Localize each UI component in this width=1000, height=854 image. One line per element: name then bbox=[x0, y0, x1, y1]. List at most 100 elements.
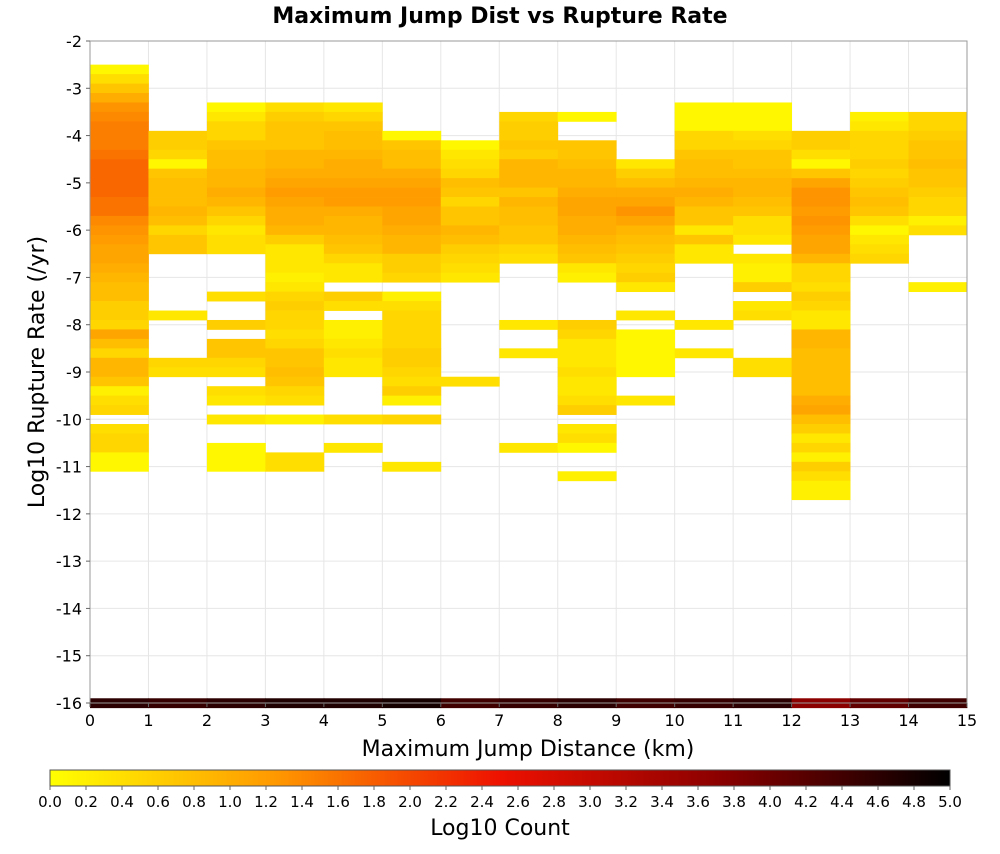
heatmap-cell bbox=[265, 319, 325, 330]
heatmap-cell bbox=[850, 187, 909, 198]
heatmap-cell bbox=[440, 272, 500, 283]
heatmap-cell bbox=[616, 234, 676, 245]
heatmap-cell bbox=[323, 215, 383, 226]
heatmap-cell bbox=[206, 357, 266, 368]
heatmap-cell bbox=[733, 234, 792, 245]
heatmap-cell bbox=[499, 225, 559, 236]
heatmap-cell bbox=[90, 187, 149, 198]
x-tick-label: 14 bbox=[898, 711, 918, 730]
heatmap-cell bbox=[206, 159, 266, 170]
heatmap-cell bbox=[382, 348, 442, 359]
heatmap-cell bbox=[674, 140, 734, 151]
heatmap-cell bbox=[265, 168, 325, 179]
heatmap-cell bbox=[616, 159, 676, 170]
heatmap-cell bbox=[90, 357, 149, 368]
heatmap-cell bbox=[90, 83, 149, 94]
heatmap-cell bbox=[440, 159, 500, 170]
heatmap-cell bbox=[616, 357, 676, 368]
heatmap-cell bbox=[323, 329, 383, 340]
heatmap-cell bbox=[148, 149, 208, 160]
heatmap-cell bbox=[90, 206, 149, 217]
heatmap-cell bbox=[206, 130, 266, 141]
heatmap-cell bbox=[557, 433, 617, 444]
colorbar-tick-label: 4.8 bbox=[902, 793, 926, 811]
heatmap-cell bbox=[674, 178, 734, 188]
heatmap-cell bbox=[908, 282, 968, 293]
heatmap-cell bbox=[90, 102, 149, 113]
colorbar-tick-label: 4.2 bbox=[794, 793, 818, 811]
heatmap-cell bbox=[206, 452, 266, 463]
y-tick-label: -12 bbox=[56, 505, 82, 524]
heatmap-cell bbox=[733, 357, 792, 368]
heatmap-cell bbox=[440, 225, 500, 236]
heatmap-cell bbox=[265, 121, 325, 132]
heatmap-cell bbox=[557, 253, 617, 264]
heatmap-cell bbox=[90, 461, 149, 472]
heatmap-cell bbox=[557, 140, 617, 151]
heatmap-cell bbox=[323, 121, 383, 132]
heatmap-cell bbox=[382, 461, 442, 472]
colorbar-tick-label: 2.4 bbox=[470, 793, 494, 811]
heatmap-cell bbox=[791, 367, 851, 378]
heatmap-cell bbox=[499, 206, 559, 217]
heatmap-cell bbox=[323, 140, 383, 151]
heatmap-cell bbox=[499, 215, 559, 226]
heatmap-cell bbox=[791, 480, 851, 491]
heatmap-cell bbox=[733, 187, 792, 198]
heatmap-cell bbox=[616, 253, 676, 264]
heatmap-cell bbox=[499, 187, 559, 198]
heatmap-cell bbox=[791, 159, 851, 170]
heatmap-cell bbox=[440, 244, 500, 255]
heatmap-cell bbox=[674, 149, 734, 160]
heatmap-cell bbox=[206, 395, 266, 406]
heatmap-cell bbox=[908, 159, 968, 170]
heatmap-cell bbox=[557, 168, 617, 179]
heatmap-cell bbox=[557, 338, 617, 349]
heatmap-cell bbox=[674, 187, 734, 198]
heatmap-cell bbox=[733, 215, 792, 226]
heatmap-cell bbox=[206, 102, 266, 113]
heatmap-cell bbox=[382, 263, 442, 274]
heatmap-cell bbox=[382, 244, 442, 255]
heatmap-cell bbox=[265, 140, 325, 151]
heatmap-cell bbox=[206, 111, 266, 122]
heatmap-cell bbox=[908, 197, 968, 207]
heatmap-cell bbox=[90, 424, 149, 434]
heatmap-cell bbox=[440, 253, 500, 264]
heatmap-cell bbox=[206, 140, 266, 151]
heatmap-cell bbox=[206, 414, 266, 425]
colorbar-tick-label: 0.4 bbox=[110, 793, 134, 811]
heatmap-cell bbox=[382, 319, 442, 330]
x-tick-label: 1 bbox=[143, 711, 153, 730]
heatmap-cell bbox=[440, 263, 500, 274]
heatmap-cell bbox=[440, 234, 500, 245]
heatmap-cell bbox=[90, 263, 149, 274]
heatmap-cell bbox=[616, 215, 676, 226]
heatmap-cell bbox=[674, 130, 734, 141]
heatmap-cell bbox=[265, 338, 325, 349]
heatmap-cell bbox=[265, 206, 325, 217]
heatmap-cell bbox=[323, 159, 383, 170]
heatmap-cell bbox=[499, 178, 559, 188]
heatmap-cell bbox=[148, 187, 208, 198]
heatmap-cell bbox=[90, 348, 149, 359]
heatmap-cell bbox=[499, 197, 559, 207]
heatmap-cell bbox=[674, 197, 734, 207]
heatmap-cell bbox=[733, 178, 792, 188]
colorbar-tick-label: 2.2 bbox=[434, 793, 458, 811]
y-tick-label: -8 bbox=[66, 316, 82, 335]
heatmap-cell bbox=[791, 414, 851, 425]
heatmap-cell bbox=[499, 253, 559, 264]
heatmap-cell bbox=[791, 319, 851, 330]
heatmap-cell bbox=[323, 197, 383, 207]
heatmap-cell bbox=[791, 187, 851, 198]
heatmap-cell bbox=[733, 301, 792, 311]
heatmap-cell bbox=[791, 386, 851, 397]
heatmap-cell bbox=[850, 121, 909, 132]
heatmap-cell bbox=[616, 348, 676, 359]
heatmap-cell bbox=[90, 282, 149, 293]
heatmap-cell bbox=[90, 395, 149, 406]
heatmap-cell bbox=[791, 206, 851, 217]
heatmap-cell bbox=[616, 338, 676, 349]
heatmap-cell bbox=[850, 197, 909, 207]
